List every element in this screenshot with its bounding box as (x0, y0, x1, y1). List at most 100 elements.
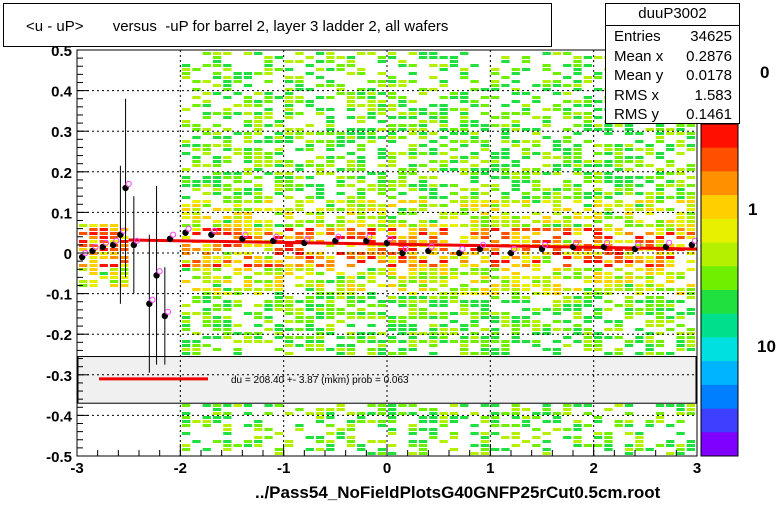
density-cell (511, 228, 520, 231)
density-cell (223, 428, 232, 431)
density-cell (491, 220, 500, 223)
density-cell (552, 288, 562, 291)
density-cell (563, 412, 572, 415)
density-cell (511, 92, 520, 95)
density-cell (315, 332, 325, 335)
density-cell (254, 316, 263, 319)
density-cell (460, 172, 469, 175)
density-cell (645, 180, 654, 183)
density-cell (264, 288, 273, 291)
density-cell (408, 116, 417, 119)
density-cell (212, 144, 222, 147)
density-cell (357, 332, 366, 335)
grid (77, 50, 697, 456)
density-cell (305, 328, 314, 331)
density-cell (418, 196, 428, 199)
density-cell (243, 124, 253, 127)
density-cell (295, 132, 304, 135)
density-cell (305, 64, 314, 67)
density-cell (233, 148, 242, 151)
density-cell (655, 252, 665, 255)
density-cell (624, 168, 634, 171)
density-cell (418, 144, 428, 147)
density-cell (357, 128, 366, 131)
density-cell (377, 176, 386, 179)
density-cell (511, 112, 520, 115)
density-cell (573, 404, 582, 407)
density-cell (315, 76, 325, 79)
density-cell (439, 56, 448, 59)
density-cell (521, 424, 531, 427)
density-cell (614, 404, 623, 407)
density-cell (254, 428, 263, 431)
density-cell (666, 288, 675, 291)
density-cell (511, 100, 520, 103)
density-cell (295, 200, 304, 203)
density-cell (377, 268, 386, 271)
density-cell (202, 448, 211, 451)
density-cell (367, 332, 376, 335)
density-cell (460, 256, 469, 259)
density-cell (233, 340, 242, 343)
density-cell (367, 256, 376, 259)
density-cell (223, 404, 232, 407)
density-cell (460, 344, 469, 347)
density-cell (367, 204, 376, 207)
density-cell (594, 196, 603, 199)
density-cell (666, 452, 675, 455)
density-cell (563, 404, 572, 407)
density-cell (480, 276, 489, 279)
density-cell (192, 232, 201, 235)
density-cell (491, 312, 500, 315)
density-cell (305, 336, 314, 339)
density-cell (408, 344, 417, 347)
density-cell (346, 228, 356, 231)
density-cell (295, 80, 304, 83)
density-cell (480, 292, 489, 295)
density-cell (336, 272, 345, 275)
density-cell (357, 444, 366, 447)
density-cell (346, 324, 356, 327)
density-cell (429, 312, 438, 315)
density-cell (408, 276, 417, 279)
density-cell (388, 204, 397, 207)
density-cell (470, 264, 479, 267)
density-cell (285, 160, 294, 163)
density-cell (223, 256, 232, 259)
density-cell (676, 444, 685, 447)
density-cell (274, 448, 283, 451)
density-cell (573, 428, 582, 431)
density-cell (357, 412, 366, 415)
density-cell (470, 204, 479, 207)
density-cell (346, 152, 356, 155)
density-cell (264, 160, 273, 163)
density-cell (439, 280, 448, 283)
density-cell (460, 100, 469, 103)
density-cell (460, 132, 469, 135)
density-cell (583, 316, 592, 319)
density-cell (182, 248, 191, 251)
density-cell (418, 332, 428, 335)
density-cell (521, 288, 531, 291)
density-cell (388, 124, 397, 127)
density-cell (192, 104, 201, 107)
density-cell (594, 88, 603, 91)
density-cell (624, 316, 634, 319)
density-cell (367, 224, 376, 227)
density-cell (686, 284, 695, 287)
density-cell (264, 412, 273, 415)
density-cell (305, 104, 314, 107)
density-cell (357, 256, 366, 259)
density-cell (264, 272, 273, 275)
density-cell (491, 320, 500, 323)
density-cell (521, 308, 531, 311)
density-cell (439, 112, 448, 115)
density-cell (254, 312, 263, 315)
density-cell (594, 244, 603, 247)
density-cell (212, 208, 222, 211)
density-cell (491, 164, 500, 167)
density-cell (120, 256, 129, 259)
density-cell (305, 176, 314, 179)
density-cell (470, 424, 479, 427)
density-cell (285, 140, 294, 143)
